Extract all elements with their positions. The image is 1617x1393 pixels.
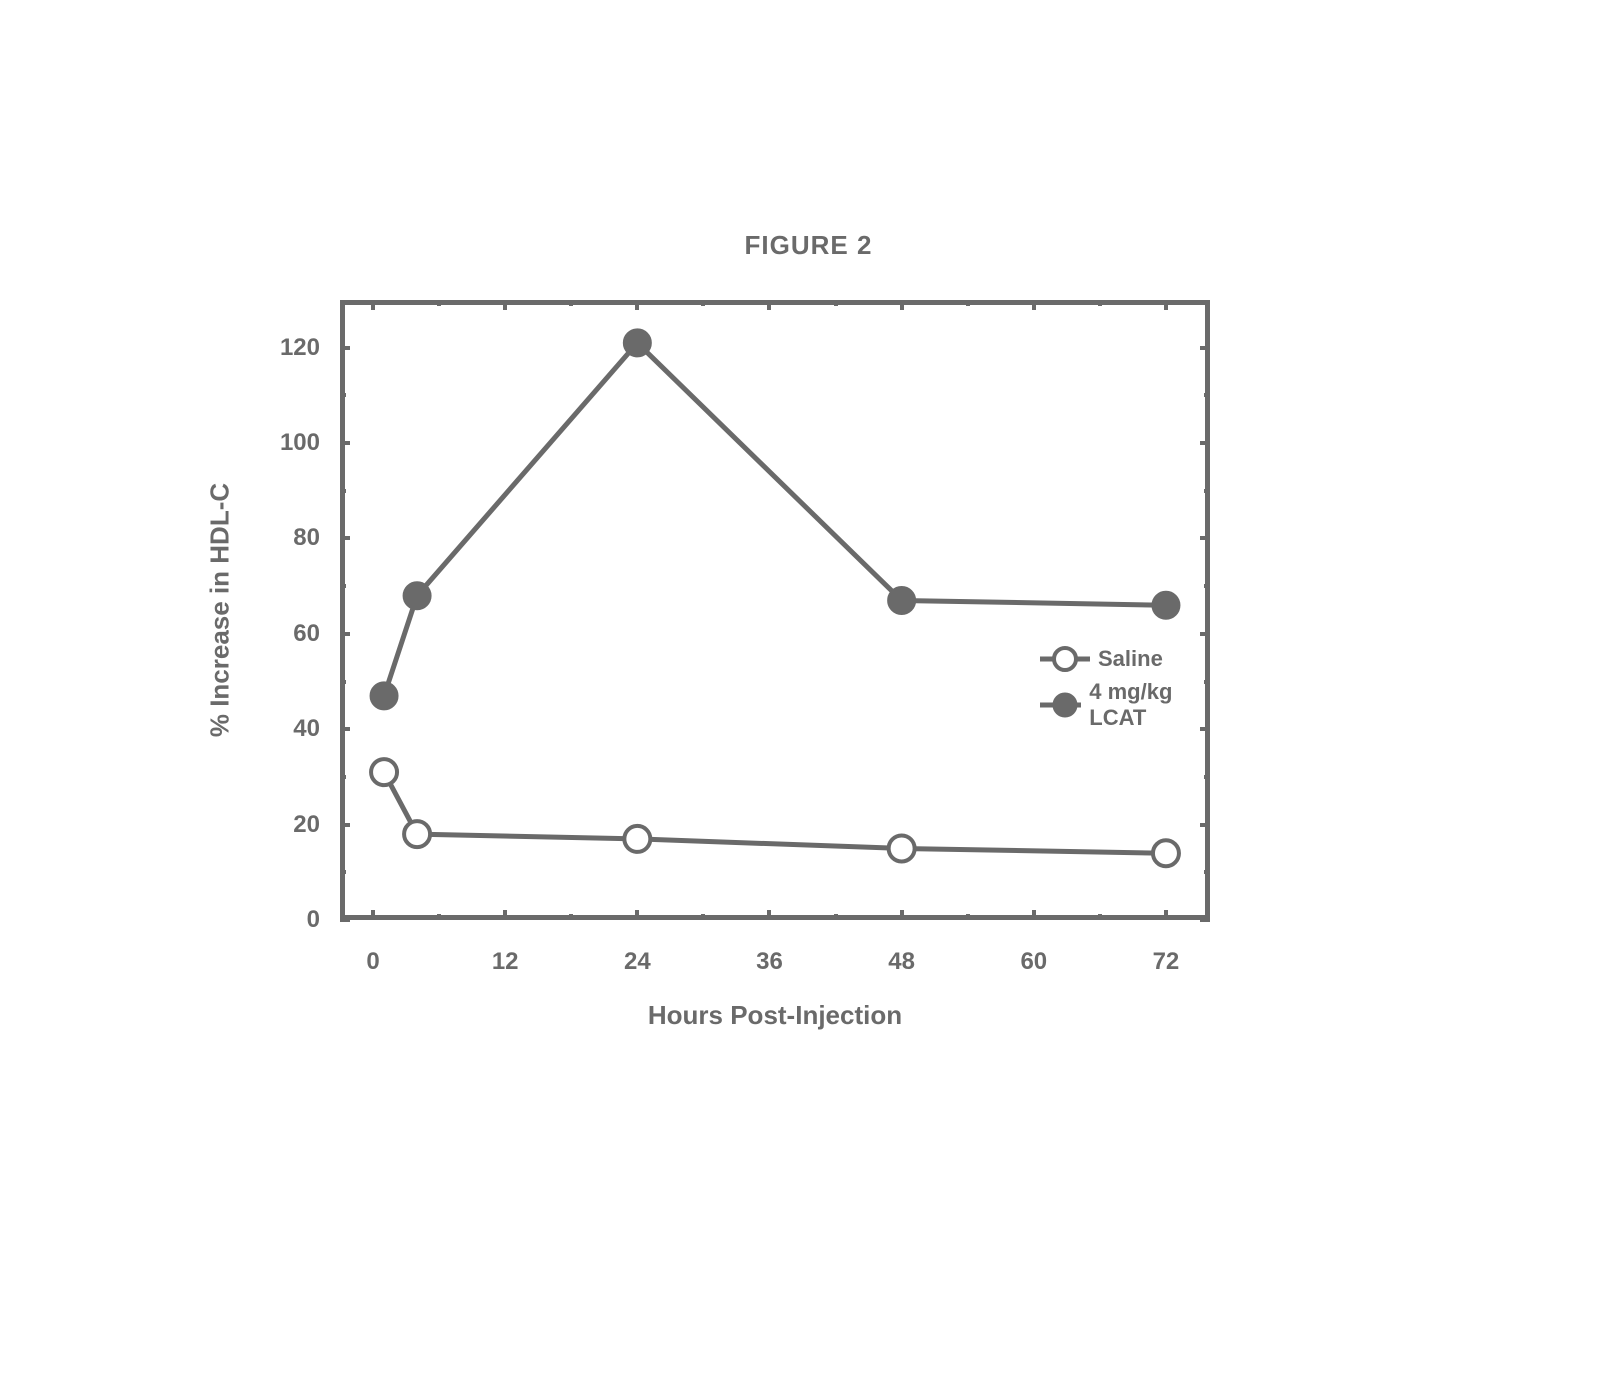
x-tick (966, 914, 970, 920)
series-marker (371, 759, 397, 785)
legend-swatch (1040, 691, 1081, 719)
x-tick (1032, 300, 1036, 310)
y-tick (340, 727, 350, 731)
x-tick (569, 914, 573, 920)
x-tick (701, 914, 705, 920)
x-tick (701, 300, 705, 306)
y-tick (340, 918, 350, 922)
series-line (384, 343, 1166, 696)
series-marker (624, 826, 650, 852)
x-tick (371, 300, 375, 310)
x-tick (1164, 300, 1168, 310)
x-tick (503, 300, 507, 310)
plot-wrap: Saline4 mg/kg LCAT Hours Post-Injection … (340, 300, 1210, 920)
y-tick (340, 346, 350, 350)
y-tick (340, 680, 346, 684)
x-tick-label: 12 (492, 948, 519, 976)
y-tick (1200, 632, 1210, 636)
x-tick-label: 24 (624, 948, 651, 976)
x-axis-label: Hours Post-Injection (648, 1000, 902, 1031)
x-tick-label: 0 (366, 948, 379, 976)
figure-title: FIGURE 2 (745, 230, 873, 261)
series-marker (404, 821, 430, 847)
legend-item: Saline (1040, 645, 1210, 673)
y-tick (340, 536, 350, 540)
y-tick (1204, 489, 1210, 493)
y-tick-label: 40 (260, 715, 320, 743)
series-marker (889, 835, 915, 861)
legend-item: 4 mg/kg LCAT (1040, 679, 1210, 731)
x-tick-label: 36 (756, 948, 783, 976)
x-tick (834, 914, 838, 920)
series-marker (1153, 840, 1179, 866)
y-tick (340, 489, 346, 493)
x-tick (1098, 914, 1102, 920)
y-tick (1200, 823, 1210, 827)
x-tick (635, 300, 639, 310)
legend-label: Saline (1098, 646, 1163, 672)
series-marker (371, 683, 397, 709)
x-tick (503, 910, 507, 920)
x-tick (1164, 910, 1168, 920)
y-tick (340, 775, 346, 779)
x-tick (834, 300, 838, 306)
x-tick (900, 910, 904, 920)
x-tick-label: 60 (1020, 948, 1047, 976)
x-tick-label: 48 (888, 948, 915, 976)
y-tick-label: 60 (260, 620, 320, 648)
y-tick (1204, 870, 1210, 874)
x-tick (569, 300, 573, 306)
x-tick (437, 300, 441, 306)
x-tick (767, 910, 771, 920)
series-marker (1153, 592, 1179, 618)
x-tick (1032, 910, 1036, 920)
y-tick (1204, 393, 1210, 397)
y-tick (340, 584, 346, 588)
y-axis-label: % Increase in HDL-C (205, 483, 236, 737)
y-tick (340, 441, 350, 445)
y-tick (1200, 441, 1210, 445)
x-tick (1098, 300, 1102, 306)
y-tick (1204, 680, 1210, 684)
chart-svg (340, 300, 1210, 920)
y-tick (1204, 775, 1210, 779)
legend: Saline 4 mg/kg LCAT (1040, 645, 1210, 731)
x-tick (767, 300, 771, 310)
y-tick (340, 632, 350, 636)
y-tick (1200, 727, 1210, 731)
series-line (384, 772, 1166, 853)
series-marker (404, 583, 430, 609)
series-marker (624, 330, 650, 356)
y-tick (1200, 918, 1210, 922)
x-tick (966, 300, 970, 306)
y-tick-label: 20 (260, 811, 320, 839)
y-tick-label: 100 (260, 429, 320, 457)
y-tick-label: 120 (260, 334, 320, 362)
x-tick (437, 914, 441, 920)
y-tick-label: 0 (260, 906, 320, 934)
series-marker (889, 587, 915, 613)
y-tick (340, 393, 346, 397)
x-tick-label: 72 (1153, 948, 1180, 976)
x-tick (371, 910, 375, 920)
legend-swatch (1040, 645, 1090, 673)
y-tick (340, 870, 346, 874)
y-tick (1204, 584, 1210, 588)
y-tick (1200, 536, 1210, 540)
x-tick (635, 910, 639, 920)
y-tick-label: 80 (260, 524, 320, 552)
y-tick (1200, 346, 1210, 350)
y-tick (340, 823, 350, 827)
legend-label: 4 mg/kg LCAT (1089, 679, 1210, 731)
x-tick (900, 300, 904, 310)
